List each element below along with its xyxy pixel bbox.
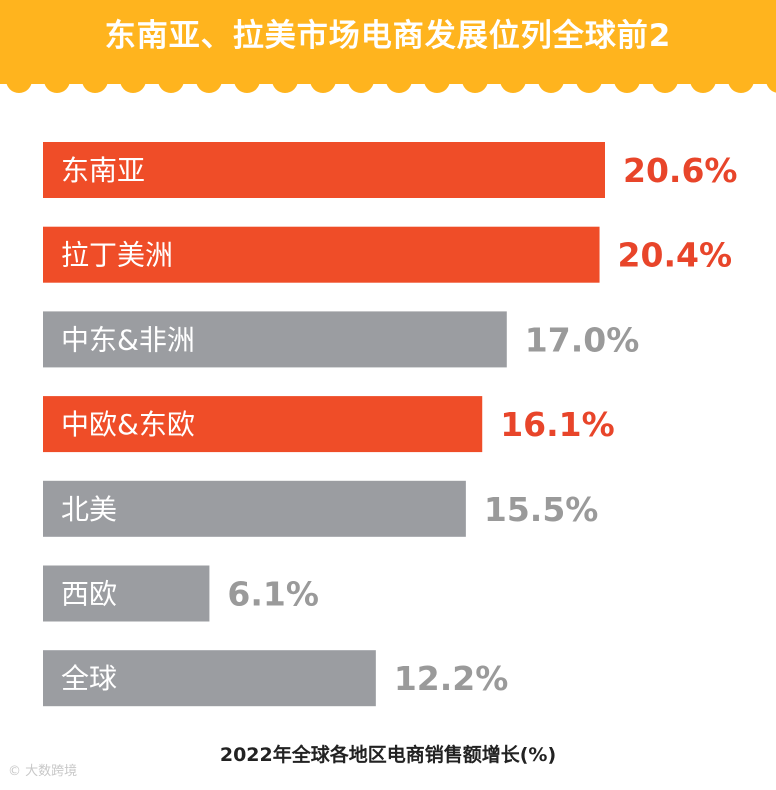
scallop	[500, 76, 526, 93]
category-label: 北美	[61, 493, 117, 526]
scallop	[614, 76, 640, 93]
scallop	[690, 76, 716, 93]
x-axis-caption: 2022年全球各地区电商销售额增长(%)	[219, 744, 557, 766]
scallop	[424, 76, 450, 93]
scallop	[272, 76, 298, 93]
category-label: 中东&非洲	[61, 323, 195, 356]
scallop	[728, 76, 754, 93]
scallop	[538, 76, 564, 93]
bar-1	[43, 226, 600, 283]
value-label: 17.0%	[525, 320, 640, 359]
value-label: 20.6%	[623, 151, 738, 190]
watermark-logo: © 大数跨境	[8, 762, 77, 782]
scallop	[462, 76, 488, 93]
bar-5	[43, 565, 210, 622]
scallop	[386, 76, 412, 93]
category-label: 东南亚	[61, 154, 145, 187]
scallop	[348, 76, 374, 93]
value-label: 12.2%	[394, 659, 509, 698]
scallop	[82, 76, 108, 93]
banner-scallop-edge	[6, 76, 776, 93]
category-label: 中欧&东欧	[61, 408, 195, 441]
bar-3	[43, 396, 483, 453]
watermark-text: 大数跨境	[25, 764, 78, 779]
bar-0	[43, 142, 605, 198]
value-label: 16.1%	[500, 405, 615, 444]
value-label: 6.1%	[227, 575, 319, 614]
title-banner: 东南亚、拉美市场电商发展位列全球前2	[0, 0, 776, 84]
scallop	[234, 76, 260, 93]
scallop	[652, 76, 678, 93]
scallop	[158, 76, 184, 93]
scallop	[44, 76, 70, 93]
scallop	[120, 76, 146, 93]
bar-chart: 东南亚 20.6% 拉丁美洲 20.4% 中东&非洲 17.0% 中欧&东欧 16.1% 北美 1…	[43, 142, 738, 707]
scallop	[576, 76, 602, 93]
category-label: 西欧	[61, 578, 117, 611]
category-label: 全球	[61, 662, 117, 695]
bar-4	[43, 480, 466, 537]
chart-title: 东南亚、拉美市场电商发展位列全球前2	[104, 18, 672, 54]
scallop	[766, 76, 776, 93]
watermark-icon: ©	[8, 764, 21, 779]
category-label: 拉丁美洲	[61, 239, 173, 272]
bar-6	[43, 650, 376, 707]
scallop	[196, 76, 222, 93]
value-label: 20.4%	[618, 236, 733, 275]
scallop	[310, 76, 336, 93]
scallop	[6, 76, 32, 93]
bar-2	[43, 311, 507, 368]
value-label: 15.5%	[484, 490, 599, 529]
